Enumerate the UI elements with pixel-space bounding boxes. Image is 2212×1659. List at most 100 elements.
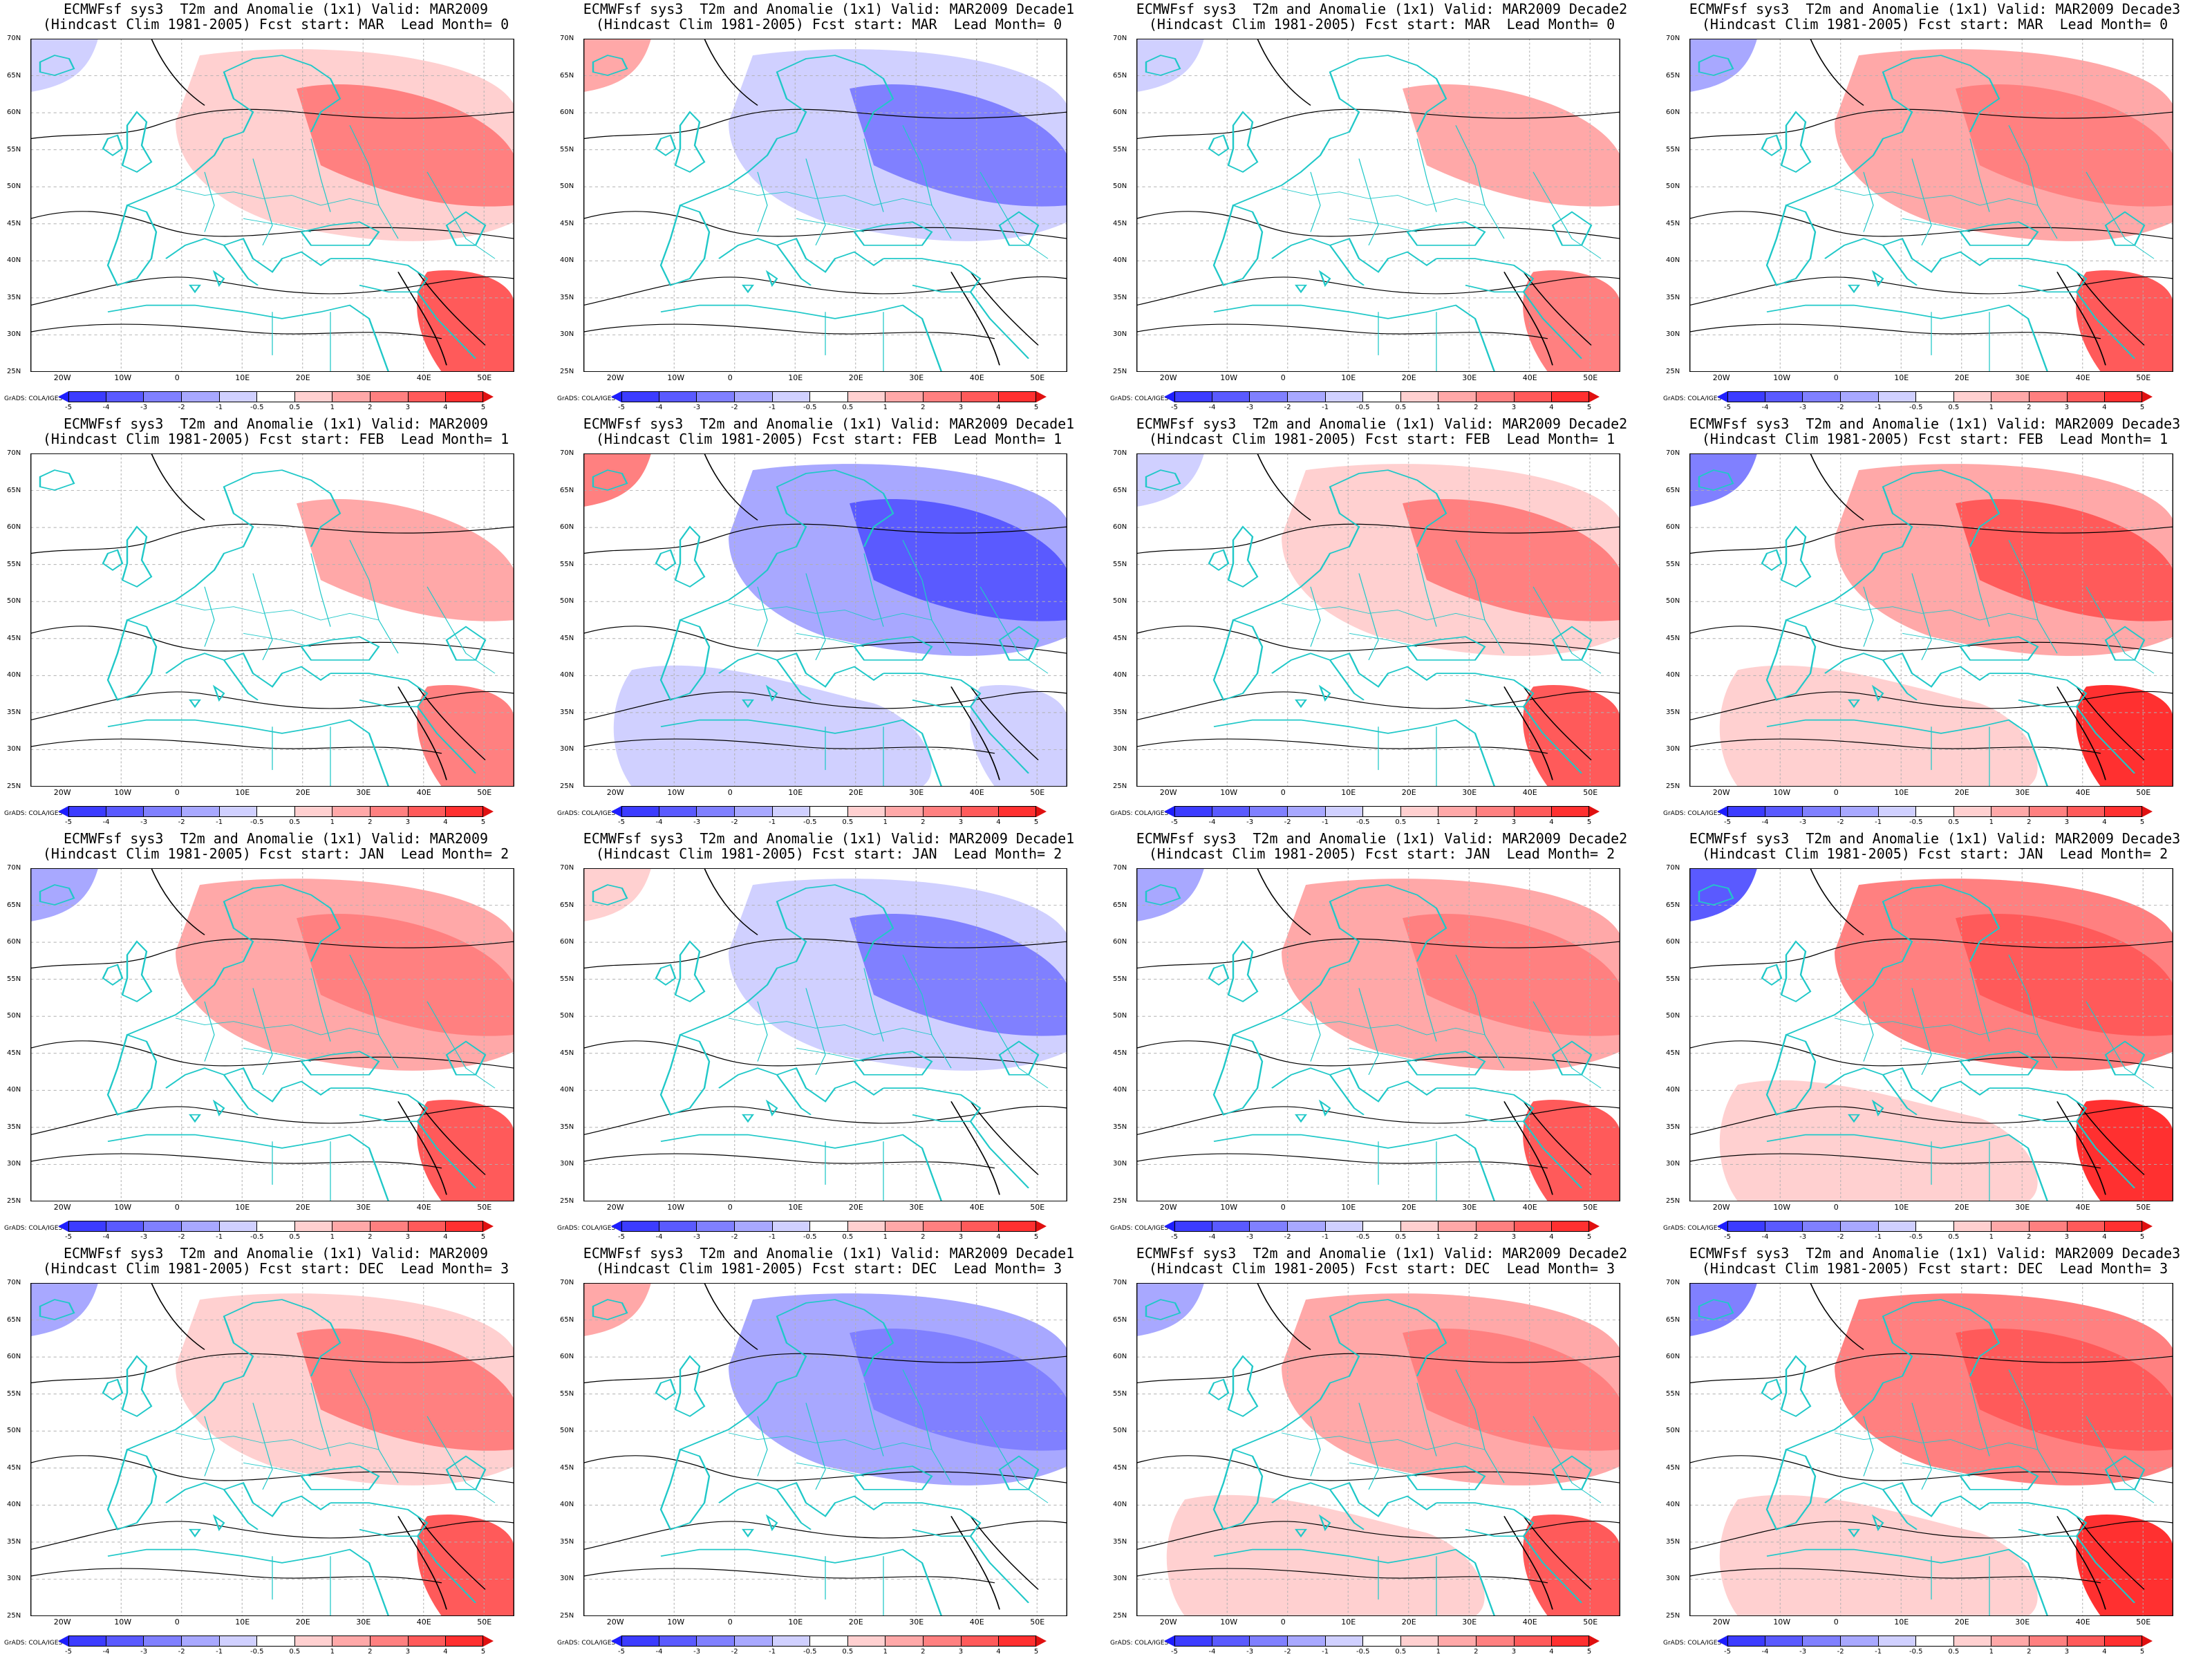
colorbar-left-arrow: [611, 806, 621, 817]
colorbar-swatch: [1878, 391, 1917, 402]
anomaly-region: [1689, 1283, 1757, 1337]
latitude-label: 45N: [1666, 634, 1680, 642]
colorbar-left-arrow: [1164, 806, 1174, 817]
coastline: [655, 549, 677, 571]
colorbar-label: 1: [1989, 1233, 1994, 1241]
latitude-label: 35N: [560, 708, 574, 716]
latitude-label: 70N: [560, 864, 574, 872]
longitude-label: 10E: [1341, 1203, 1356, 1212]
colorbar-labels: -5 -4 -3 -2 -1 -0.5 0.5 1 2 3 4 5: [65, 818, 485, 828]
colorbar-swatch: [332, 1635, 371, 1647]
coastline: [1208, 964, 1230, 986]
longitude-label: 20E: [1954, 788, 1969, 797]
temperature-contour: [1136, 1040, 1620, 1069]
latitude-label: 70N: [560, 449, 574, 457]
forecast-panel: ECMWFsf sys3 T2m and Anomalie (1x1) Vali…: [3, 0, 549, 415]
colorbar-label: 3: [958, 404, 964, 411]
longitude-label: 10W: [667, 1618, 685, 1627]
colorbar-label: 0.5: [289, 1648, 301, 1656]
latitude-label: 30N: [560, 745, 574, 753]
country-border: [2008, 1369, 2058, 1483]
temperature-contour: [1523, 272, 1592, 346]
anomaly-region: [60, 665, 379, 787]
country-border: [805, 988, 826, 1075]
colorbar-swatch: [1212, 1221, 1250, 1232]
colorbar-swatch: [734, 1221, 773, 1232]
longitude-label: 50E: [1583, 1618, 1598, 1627]
country-border: [805, 573, 826, 660]
panel-title-line2: (Hindcast Clim 1981-2005) Fcst start: MA…: [595, 16, 1062, 32]
colorbar-swatch: [1765, 806, 1803, 817]
longitude-label: 10W: [114, 1618, 132, 1627]
anomaly-region: [1166, 1494, 1485, 1616]
coastline: [679, 884, 894, 1035]
country-border: [1358, 1403, 1379, 1490]
colorbar-label: 4: [2102, 1648, 2107, 1656]
colorbar-swatch: [772, 1635, 811, 1647]
grads-credit: GrADS: COLA/IGES: [1663, 395, 1722, 402]
colorbar-label: 2: [921, 1648, 926, 1656]
temperature-contour: [1810, 39, 1864, 106]
anomaly-region: [613, 1080, 932, 1201]
latitude-label: 30N: [7, 330, 21, 339]
temperature-contour: [1523, 1516, 1592, 1590]
longitude-label: 40E: [969, 1618, 984, 1627]
country-border: [1416, 968, 1437, 1042]
coastline: [1271, 1482, 1437, 1517]
temperature-contour: [1503, 272, 1553, 366]
coastline: [765, 1099, 778, 1117]
colorbar-label: -1: [769, 818, 776, 826]
longitude-label: 0: [1833, 1203, 1839, 1212]
coastline: [1698, 55, 1734, 76]
coastline: [1989, 673, 2088, 708]
colorbar-swatch: [999, 1221, 1037, 1232]
colorbar-label: 0.5: [1948, 1233, 1960, 1241]
colorbar-swatch: [371, 1221, 409, 1232]
forecast-panel: ECMWFsf sys3 T2m and Anomalie (1x1) Vali…: [556, 415, 1102, 830]
longitude-label: 0: [174, 1618, 180, 1627]
anomaly-region: [970, 1514, 1067, 1616]
colorbar-swatch: [1438, 806, 1477, 817]
longitude-label: 10W: [1220, 788, 1238, 797]
coastline: [1232, 884, 1447, 1035]
country-border: [175, 1018, 379, 1035]
colorbar-label: 0.5: [842, 1233, 854, 1241]
temperature-contour: [1136, 1455, 1620, 1483]
latitude-label: 30N: [560, 330, 574, 339]
country-border: [1911, 573, 1932, 660]
coastline: [1406, 1051, 1486, 1076]
longitude-label: 0: [1833, 788, 1839, 797]
coastline: [1871, 1099, 1884, 1117]
latitude-label: 60N: [1113, 523, 1127, 532]
colorbar-swatch: [371, 391, 409, 402]
colorbar-label: -5: [65, 404, 72, 411]
colorbar-swatch: [1953, 391, 1992, 402]
country-border: [863, 138, 884, 212]
map-canvas: [1689, 453, 2173, 787]
colorbar-right-arrow: [2142, 806, 2153, 817]
coastline: [660, 1548, 943, 1616]
colorbar-label: -3: [1246, 1233, 1254, 1241]
latitude-label: 25N: [7, 1612, 21, 1620]
anomaly-map: [1136, 1283, 1620, 1616]
coastline: [1522, 706, 1583, 774]
colorbar-label: -2: [731, 818, 738, 826]
coastline: [1329, 245, 1365, 286]
longitude-label: 10E: [1894, 1203, 1909, 1212]
colorbar-label: -4: [1208, 818, 1216, 826]
colorbar-swatch: [1477, 391, 1515, 402]
colorbar-label: -1: [769, 404, 776, 411]
panel-title-line1: ECMWFsf sys3 T2m and Anomalie (1x1) Vali…: [1689, 1, 2181, 17]
longitude-label: 20E: [1954, 1618, 1969, 1627]
country-border: [1349, 632, 1418, 647]
colorbar: [1727, 1221, 2143, 1232]
coastline: [2075, 1535, 2136, 1604]
country-border: [1416, 138, 1437, 212]
coastline: [1213, 719, 1496, 787]
colorbar-label: -3: [140, 1233, 148, 1241]
colorbar-label: -4: [655, 404, 663, 411]
panel-title: ECMWFsf sys3 T2m and Anomalie (1x1) Vali…: [3, 1246, 549, 1276]
longitude-label: 10W: [1220, 1203, 1238, 1212]
coastline: [165, 653, 331, 688]
country-border: [1281, 1432, 1485, 1450]
